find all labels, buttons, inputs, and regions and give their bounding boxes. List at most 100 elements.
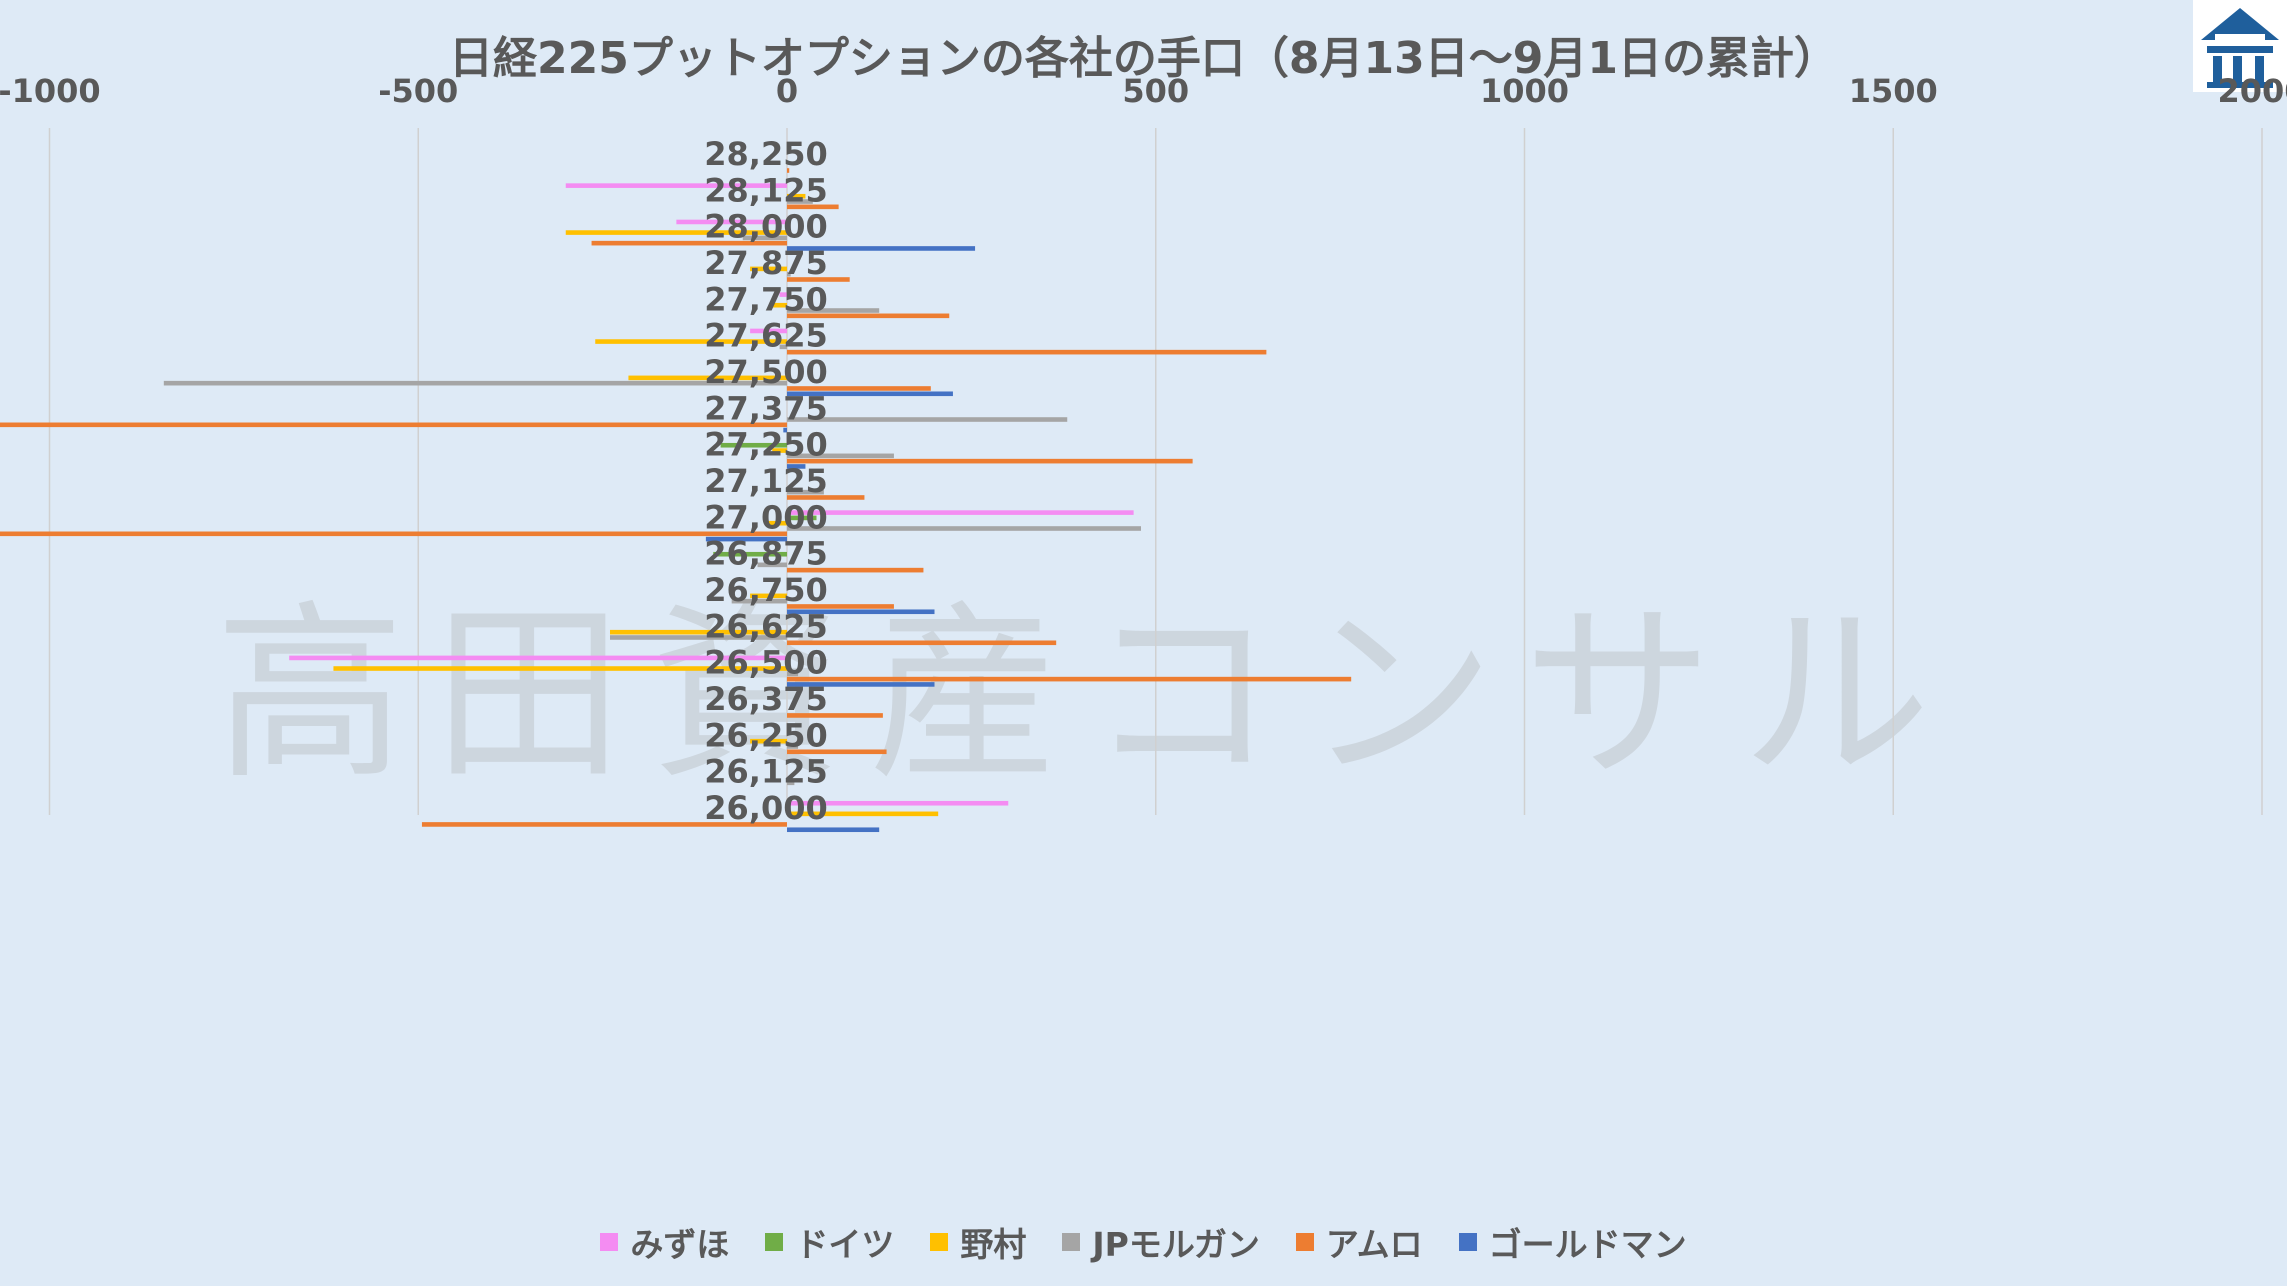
category-label: 26,875 [704, 535, 827, 573]
legend-item: ゴールドマン [1458, 1218, 1687, 1266]
bar [787, 386, 931, 391]
bar [713, 551, 787, 557]
x-tick-label: 2000 [2217, 72, 2287, 110]
bar [779, 344, 787, 350]
legend-item: ドイツ [765, 1218, 894, 1266]
legend-label: ドイツ [795, 1225, 895, 1264]
bar [787, 464, 806, 469]
bar [787, 271, 791, 277]
bar [787, 713, 883, 718]
bar [705, 536, 787, 542]
category-label: 27,375 [704, 389, 827, 427]
bar [787, 313, 950, 319]
bar [787, 168, 790, 173]
legend-swatch [1458, 1233, 1477, 1251]
bar [787, 682, 935, 687]
bar [787, 515, 817, 521]
category-label: 26,000 [704, 789, 827, 827]
bars [0, 168, 1352, 833]
category-label: 27,625 [704, 317, 827, 355]
bar [768, 520, 787, 526]
bar [783, 427, 787, 433]
bar [787, 604, 894, 609]
bar [787, 417, 1068, 422]
bar [163, 380, 787, 386]
x-tick-label: 0 [776, 72, 798, 110]
bar [610, 635, 787, 640]
bar [610, 629, 787, 635]
bar [628, 375, 787, 381]
bar [289, 655, 787, 661]
legend-swatch [765, 1233, 784, 1251]
bar [750, 593, 787, 599]
bar [731, 598, 787, 604]
bar [787, 526, 1141, 531]
legend-label: アムロ [1325, 1225, 1423, 1264]
bar [720, 442, 787, 448]
legend: みずほ ドイツ 野村 JPモルガン アムロ ゴールドマン [0, 1218, 2287, 1266]
legend-label: 野村 [960, 1225, 1027, 1264]
category-label: 28,125 [704, 171, 827, 209]
legend-swatch [1062, 1233, 1081, 1251]
category-labels: 28,25028,12528,00027,87527,75027,62527,5… [704, 135, 827, 827]
bar [787, 567, 924, 573]
bar [787, 349, 1267, 355]
bar [787, 811, 939, 817]
grid-lines [48, 128, 2263, 815]
bar [595, 339, 787, 344]
category-label: 28,000 [704, 208, 827, 246]
bar [787, 391, 953, 397]
bar [787, 277, 850, 282]
bar [565, 230, 787, 235]
x-tick-label: 1000 [1480, 72, 1569, 110]
bar [779, 292, 787, 297]
category-label: 26,125 [704, 753, 827, 791]
x-axis-ticks: -2000-1500-1000-5000500100015002000 [0, 72, 2287, 110]
bar [742, 235, 787, 241]
bar [333, 666, 787, 671]
bar [772, 302, 787, 308]
bar [787, 744, 799, 749]
bar [787, 800, 1009, 806]
category-label: 27,500 [704, 353, 827, 391]
bar [787, 780, 795, 786]
bar [787, 827, 880, 833]
bar [787, 640, 1057, 646]
category-label: 27,000 [704, 498, 827, 536]
chart-title: 日経225プットオプションの各社の手口（8月13日～9月1日の累計） [449, 33, 1838, 84]
bar [787, 308, 880, 313]
bar [787, 510, 1134, 515]
category-label: 26,750 [704, 571, 827, 609]
x-tick-label: -500 [378, 72, 458, 110]
legend-label: JPモルガン [1092, 1225, 1260, 1264]
bar [787, 671, 799, 677]
bar [787, 458, 1193, 464]
legend-label: ゴールドマン [1488, 1225, 1687, 1264]
legend-label: みずほ [630, 1225, 730, 1264]
category-label: 26,625 [704, 607, 827, 645]
bar [787, 199, 813, 204]
bar [750, 266, 787, 272]
legend-item: JPモルガン [1062, 1218, 1260, 1266]
legend-item: 野村 [930, 1218, 1026, 1266]
category-label: 26,375 [704, 680, 827, 718]
x-tick-label: 500 [1122, 72, 1189, 110]
company-logo-icon [2193, 0, 2287, 92]
bar [565, 183, 787, 188]
bar [787, 204, 839, 210]
bar [787, 676, 1352, 682]
category-label: 27,250 [704, 426, 827, 464]
bar [772, 448, 787, 453]
bar [421, 822, 787, 827]
bar [787, 489, 824, 495]
bar [0, 531, 787, 537]
category-label: 26,250 [704, 716, 827, 754]
category-label: 28,250 [704, 135, 827, 173]
x-tick-label: -1000 [0, 72, 101, 110]
legend-swatch [1295, 1233, 1314, 1251]
bar [787, 609, 935, 615]
bar [787, 453, 894, 459]
legend-swatch [930, 1233, 949, 1251]
category-label: 27,750 [704, 280, 827, 318]
bar [0, 422, 787, 428]
